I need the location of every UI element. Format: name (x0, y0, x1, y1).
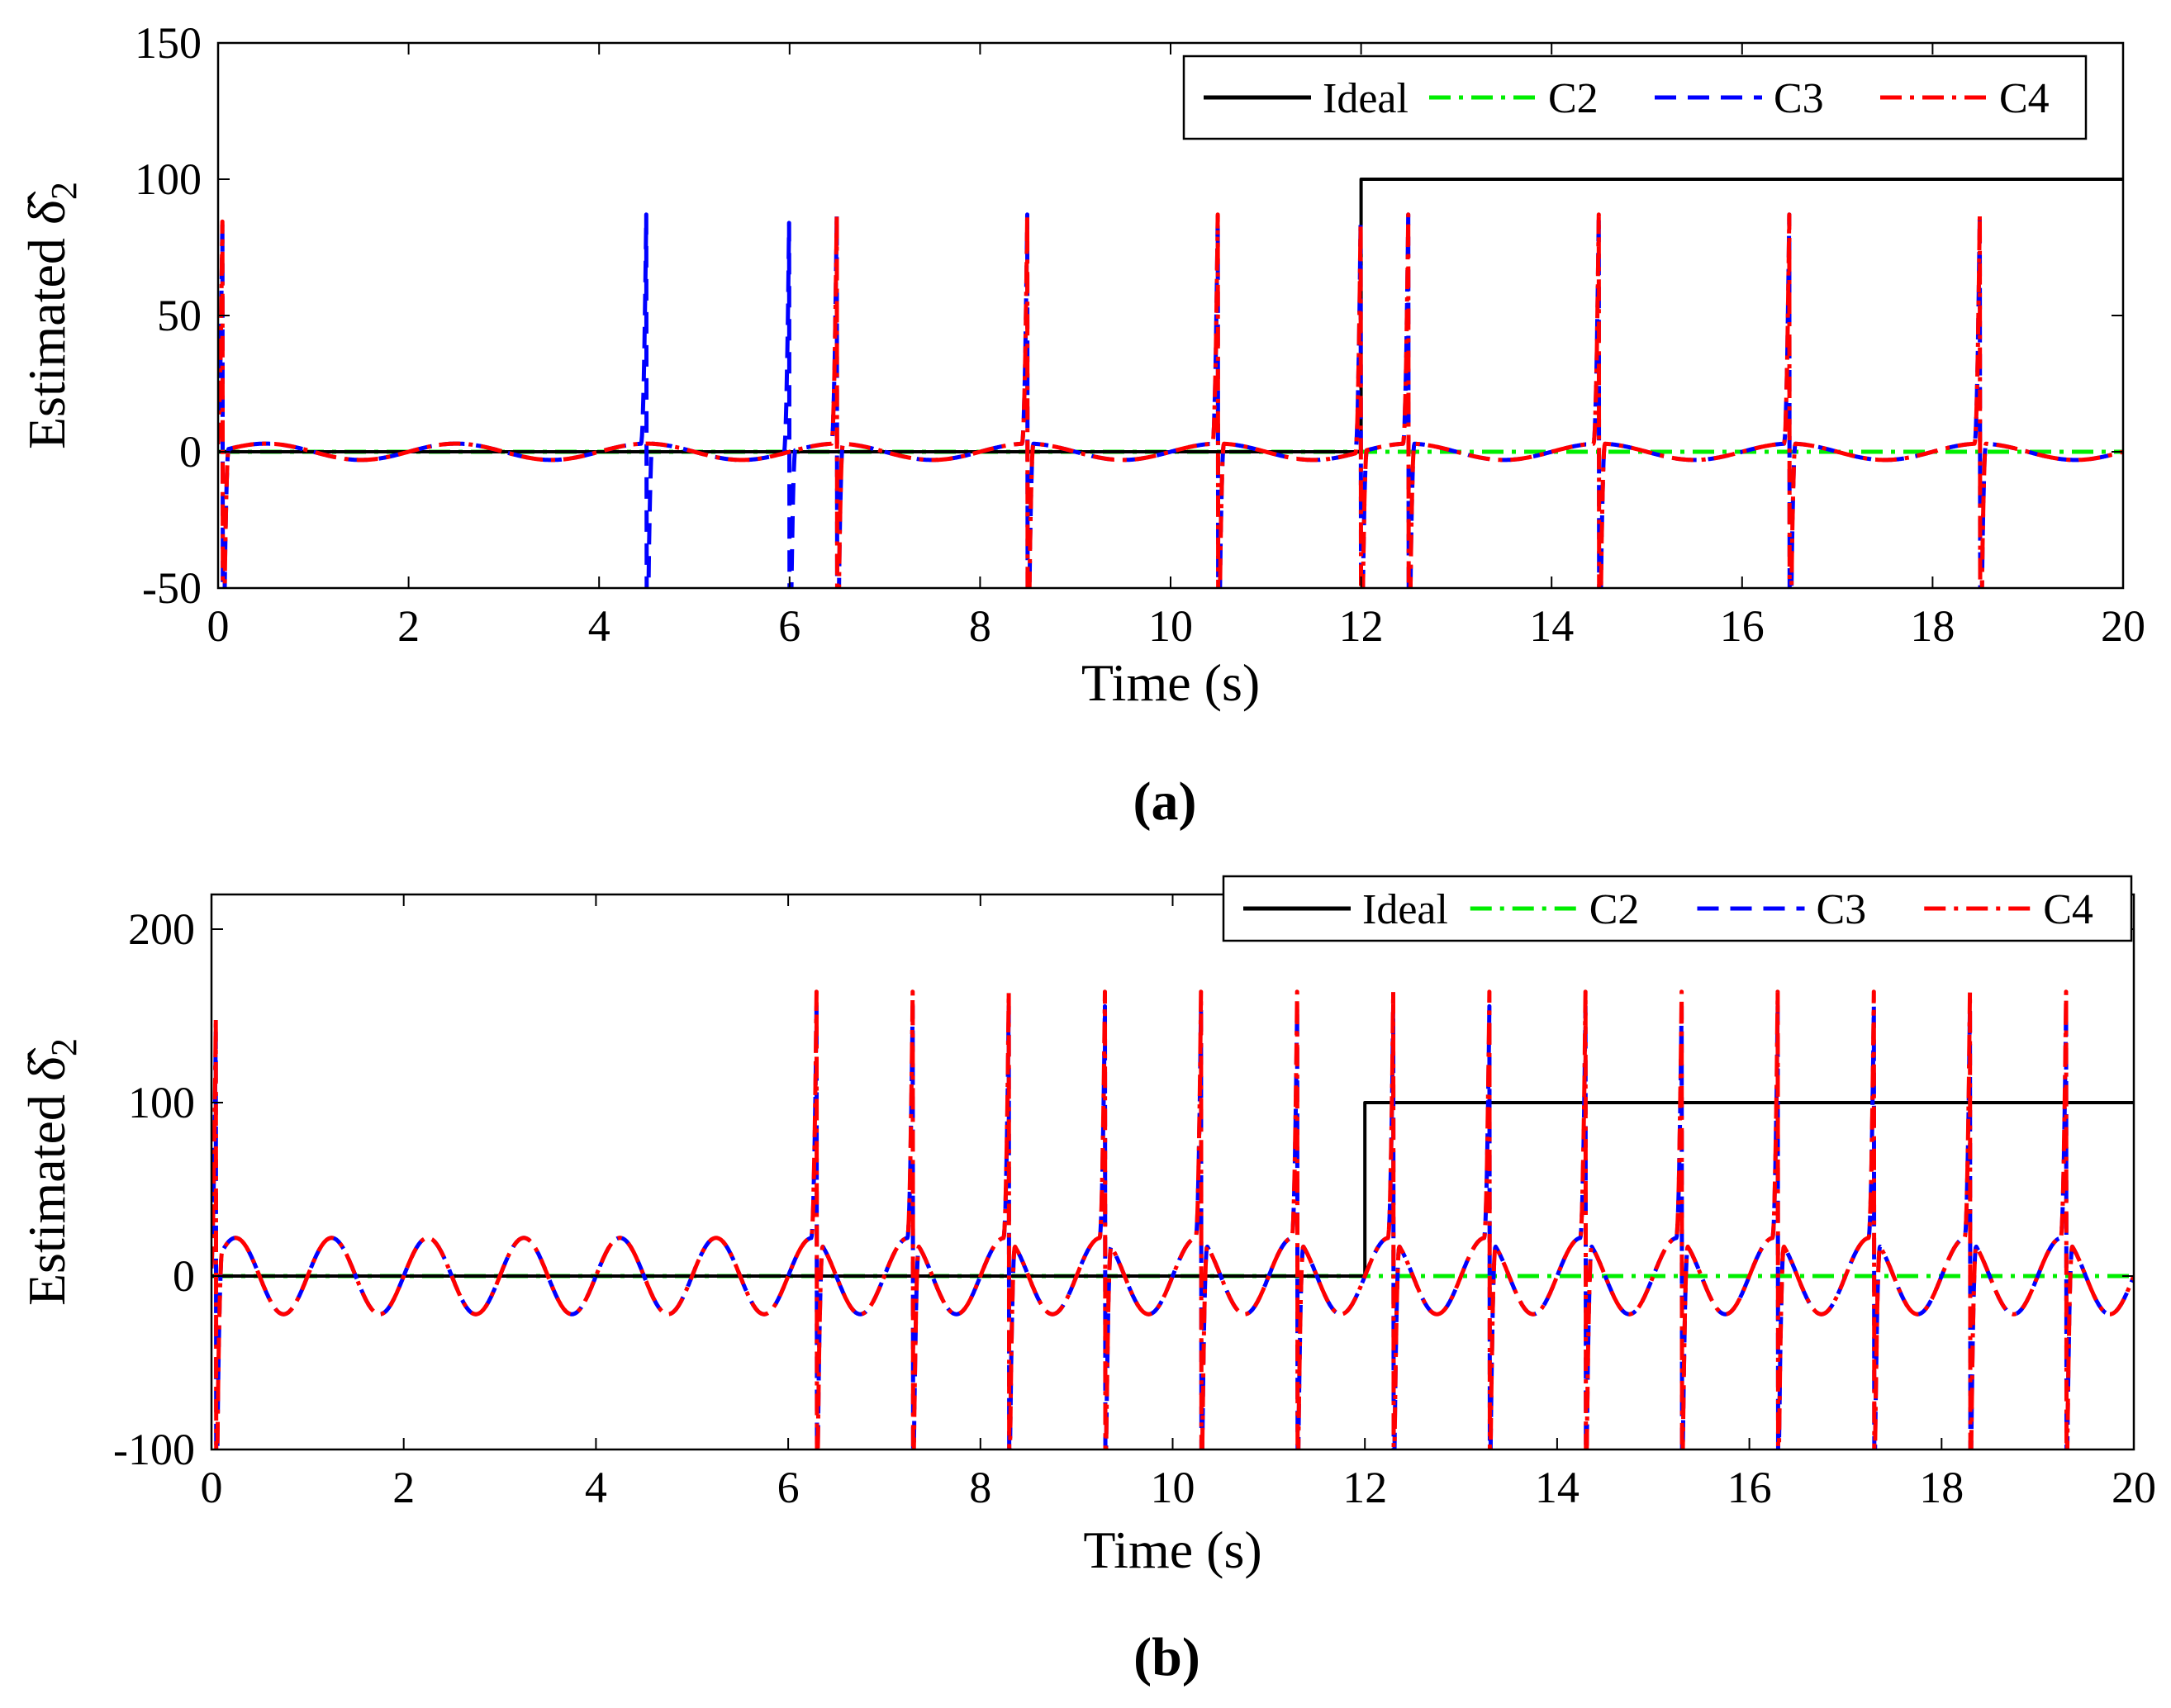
chart-b-ytick-label: 200 (128, 904, 195, 954)
chart-b-legend-label-c3: C3 (1817, 886, 1867, 933)
chart-a-xtick-label: 2 (397, 601, 420, 651)
panel-a-label: (a) (1133, 771, 1197, 832)
chart-b-xtick-label: 4 (585, 1463, 607, 1512)
chart-b-xtick-label: 12 (1342, 1463, 1387, 1512)
chart-b-legend: Ideal C2 C3 C4 (1222, 875, 2133, 942)
chart-b-legend-box (1222, 875, 2133, 942)
chart-b-xlabel: Time (s) (1083, 1521, 1261, 1579)
chart-b-xtick-label: 14 (1535, 1463, 1580, 1512)
chart-a-xlabel: Time (s) (1081, 653, 1260, 712)
chart-a-series-c4 (218, 212, 2123, 588)
chart-b-legend-label-c2: C2 (1589, 886, 1640, 933)
chart-a-xtick-label: 4 (588, 601, 610, 651)
chart-a-xtick-label: 8 (969, 601, 991, 651)
chart-b-xtick-label: 2 (392, 1463, 415, 1512)
chart-a-legend-box (1182, 55, 2088, 140)
chart-a-legend-label-ideal: Ideal (1323, 75, 1409, 122)
chart-b-xtick-label: 8 (969, 1463, 991, 1512)
chart-a-ytick-label: 50 (157, 291, 202, 340)
chart-a-xtick-label: 0 (207, 601, 230, 651)
panel-b-label: (b) (1133, 1627, 1200, 1687)
chart-b-series-ideal (211, 1101, 2134, 1278)
chart-b-ylabel-sub: 2 (44, 1038, 84, 1056)
chart-b-ytick-label: -100 (113, 1425, 195, 1474)
chart-b-series-c3 (211, 1003, 2134, 1449)
chart-a-legend-label-c4: C4 (1999, 75, 2050, 122)
chart-a-ytick-label: -50 (142, 563, 202, 613)
chart-b-series (211, 989, 2134, 1449)
chart-b-ylabel-main: Estimated δ̂ (17, 1047, 76, 1306)
chart-b-ytick-label: 100 (128, 1078, 195, 1127)
chart-b-xtick-label: 6 (777, 1463, 800, 1512)
chart-a-legend-label-c2: C2 (1548, 75, 1599, 122)
chart-a-ytick-label: 150 (135, 18, 202, 68)
chart-a-legend: Ideal C2 C3 C4 (1182, 55, 2088, 140)
chart-b-ytick-label: 0 (173, 1251, 195, 1301)
chart-a-ytick-label: 100 (135, 154, 202, 204)
chart-b-legend-label-ideal: Ideal (1362, 886, 1448, 933)
chart-b-xtick-label: 10 (1151, 1463, 1195, 1512)
chart-b-ylabel: Estimated δ̂2 (17, 1038, 84, 1306)
chart-a-series (218, 178, 2123, 588)
chart-a-xtick-label: 6 (778, 601, 800, 651)
chart-a-xtick-label: 10 (1148, 601, 1193, 651)
chart-a-ytick-label: 0 (179, 427, 202, 477)
chart-b-legend-label-c4: C4 (2043, 886, 2093, 933)
chart-a-ylabel-main: Estimated δ̂ (17, 191, 76, 449)
chart-a-ylabel-sub: 2 (44, 182, 84, 200)
chart-a-xtick-label: 20 (2101, 601, 2145, 651)
chart-a-xtick-label: 16 (1720, 601, 1765, 651)
chart-a-ylabel: Estimated δ̂2 (17, 182, 84, 449)
chart-a-legend-label-c3: C3 (1774, 75, 1824, 122)
chart-b-xtick-label: 16 (1727, 1463, 1772, 1512)
chart-b-xtick-label: 20 (2112, 1463, 2156, 1512)
chart-a-xtick-label: 18 (1910, 601, 1955, 651)
chart-b-xtick-label: 0 (201, 1463, 223, 1512)
chart-a-xtick-label: 12 (1339, 601, 1384, 651)
chart-a-xtick-label: 14 (1529, 601, 1574, 651)
chart-b-xtick-label: 18 (1919, 1463, 1964, 1512)
